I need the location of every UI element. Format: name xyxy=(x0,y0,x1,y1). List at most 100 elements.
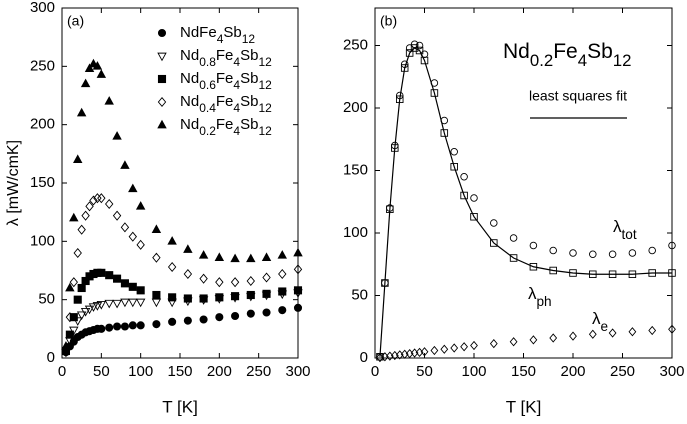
legend-marker xyxy=(157,74,167,84)
y-tick-label: 50 xyxy=(351,286,368,303)
y-tick-label: 250 xyxy=(343,36,368,53)
y-tick-label: 50 xyxy=(38,291,55,308)
point xyxy=(214,252,225,261)
fit-line xyxy=(379,47,672,357)
point xyxy=(199,315,208,324)
point xyxy=(246,290,255,300)
legend-label: NdFe4Sb12 xyxy=(180,24,255,46)
y-tick-label: 150 xyxy=(343,161,368,178)
x-tick-label: 150 xyxy=(167,363,192,380)
point xyxy=(628,327,637,337)
point xyxy=(628,249,637,257)
point xyxy=(470,194,478,202)
point xyxy=(80,308,91,317)
point xyxy=(608,328,617,338)
point xyxy=(490,219,498,227)
point xyxy=(569,331,577,341)
point xyxy=(128,231,137,242)
point xyxy=(65,282,75,292)
point xyxy=(415,46,424,55)
point xyxy=(73,247,82,259)
x-tick-label: 250 xyxy=(246,363,271,380)
point xyxy=(76,107,87,117)
point xyxy=(151,298,162,308)
point xyxy=(509,337,518,347)
point xyxy=(420,56,429,65)
point xyxy=(569,249,577,257)
point xyxy=(430,345,439,356)
point xyxy=(246,275,255,287)
point xyxy=(120,279,129,288)
point xyxy=(128,321,137,330)
point xyxy=(262,308,271,317)
point xyxy=(112,131,122,140)
point xyxy=(136,239,145,250)
point xyxy=(93,193,102,204)
point xyxy=(420,347,429,357)
x-tick-label: 0 xyxy=(371,363,379,380)
point xyxy=(529,335,538,345)
point xyxy=(183,244,193,253)
point xyxy=(460,172,468,181)
point xyxy=(85,201,94,212)
point xyxy=(529,241,538,250)
point xyxy=(183,316,192,325)
point xyxy=(84,63,95,72)
point xyxy=(105,198,114,210)
point xyxy=(450,343,459,353)
point xyxy=(152,290,161,300)
point xyxy=(97,193,106,204)
point xyxy=(81,210,90,221)
point xyxy=(69,277,78,288)
point xyxy=(96,69,107,78)
point xyxy=(120,298,130,308)
x-tick-label: 100 xyxy=(461,363,486,380)
point xyxy=(460,342,468,352)
x-axis-label: T [K] xyxy=(506,397,542,416)
y-tick-label: 250 xyxy=(30,57,55,74)
point xyxy=(215,277,224,288)
point xyxy=(65,312,75,323)
point xyxy=(278,287,287,296)
x-tick-label: 50 xyxy=(93,363,110,380)
y-tick-label: 0 xyxy=(360,349,368,366)
point xyxy=(80,78,91,88)
point xyxy=(152,320,161,329)
panel-label: (a) xyxy=(67,13,84,29)
annotation: λe xyxy=(592,309,608,334)
legend-label: Nd0.4Fe4Sb12 xyxy=(180,93,272,115)
point xyxy=(73,154,83,163)
legend-marker xyxy=(157,119,167,129)
point xyxy=(120,160,130,169)
point xyxy=(293,303,303,312)
point xyxy=(69,212,79,222)
x-tick-label: 200 xyxy=(207,363,232,380)
panel-title: Nd0.2Fe4Sb12 xyxy=(503,40,631,70)
point xyxy=(128,183,138,193)
y-tick-label: 200 xyxy=(30,116,55,133)
y-tick-label: 100 xyxy=(343,224,368,241)
legend-label: Nd0.8Fe4Sb12 xyxy=(180,47,272,69)
point xyxy=(96,301,107,310)
point xyxy=(112,299,122,309)
point xyxy=(136,286,145,295)
point xyxy=(105,271,114,280)
y-tick-label: 150 xyxy=(30,174,55,191)
point xyxy=(105,323,114,332)
legend-marker xyxy=(157,52,167,62)
point xyxy=(128,298,138,308)
point xyxy=(88,303,99,312)
point xyxy=(97,268,106,277)
point xyxy=(76,311,87,321)
point xyxy=(277,250,287,259)
point xyxy=(262,272,271,283)
panel-label: (b) xyxy=(380,13,397,29)
legend-label: least squares fit xyxy=(529,88,627,104)
point xyxy=(128,282,137,291)
annotation: λtot xyxy=(613,217,637,242)
point xyxy=(104,96,114,105)
point xyxy=(61,341,71,350)
point xyxy=(151,224,162,233)
point xyxy=(246,309,255,318)
point xyxy=(293,264,303,275)
